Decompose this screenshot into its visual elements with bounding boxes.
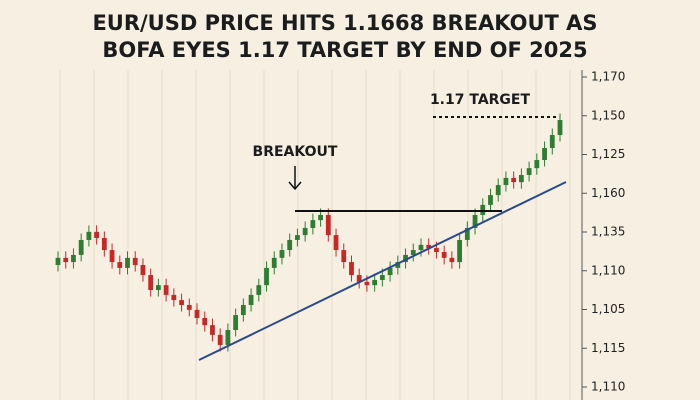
y-tick-label: 1,110 — [591, 263, 625, 277]
candle-body — [403, 254, 408, 263]
candle-body — [372, 279, 378, 286]
candle-body — [302, 227, 308, 236]
candle-body — [186, 304, 192, 310]
candle-body — [449, 257, 455, 263]
candle-body — [264, 267, 269, 286]
candle-body — [356, 275, 362, 282]
candle-body — [132, 257, 138, 265]
candle-body — [542, 148, 547, 161]
candle-body — [295, 235, 300, 240]
candle-body — [418, 244, 424, 251]
grid — [59, 70, 571, 400]
candle-body — [78, 239, 84, 255]
candle-body — [225, 330, 231, 345]
candle-body — [318, 214, 323, 221]
candle-body — [71, 254, 76, 263]
candle-body — [240, 304, 246, 316]
candle-body — [109, 250, 115, 263]
candle-body — [94, 231, 100, 239]
candle-body — [457, 239, 462, 263]
candle-body — [148, 275, 154, 291]
candle-body — [217, 334, 223, 345]
candle-body — [379, 275, 385, 280]
candle-body — [395, 262, 401, 268]
candle-body — [310, 220, 316, 228]
candle-body — [163, 285, 169, 295]
candle-body — [464, 227, 470, 240]
candle-body — [279, 250, 285, 258]
candle-body — [410, 250, 416, 255]
candle-body — [511, 177, 517, 183]
arrow-head — [288, 181, 302, 191]
candles — [55, 113, 563, 352]
candle-body — [256, 285, 262, 295]
y-tick-label: 1,110 — [591, 380, 625, 394]
y-tick-label: 1,115 — [591, 341, 625, 355]
candle-body — [526, 168, 532, 175]
candle-body — [194, 309, 200, 318]
candle-body — [55, 257, 61, 265]
candle-body — [387, 267, 393, 276]
annotation: 1.17 TARGET — [430, 92, 531, 108]
trend-line — [198, 181, 567, 361]
y-tick-label: 1,135 — [591, 225, 625, 239]
candle-body — [86, 231, 92, 240]
candle-body — [179, 300, 184, 305]
candle-body — [325, 214, 331, 236]
candle-body — [472, 214, 478, 228]
candle-body — [117, 262, 123, 268]
chart-title: EUR/USD PRICE HITS 1.1668 BREAKOUT AS — [92, 11, 597, 35]
y-tick-label: 1,150 — [591, 108, 625, 122]
y-tick-label: 1,160 — [591, 186, 625, 200]
candle-body — [441, 252, 447, 258]
candle-body — [549, 135, 555, 148]
candle-body — [202, 317, 208, 326]
chart-title: BOFA EYES 1.17 TARGET BY END OF 2025 — [102, 38, 587, 62]
y-tick-label: 1,125 — [591, 147, 625, 161]
y-tick-label: 1,170 — [591, 70, 625, 84]
candle-body — [210, 325, 215, 335]
y-tick-label: 1,105 — [591, 302, 625, 316]
candle-body — [156, 285, 161, 291]
candle-body — [518, 174, 524, 183]
candle-body — [125, 257, 130, 268]
candle-body — [364, 281, 370, 286]
candle-body — [171, 294, 177, 301]
candle-body — [534, 160, 540, 169]
candle-body — [495, 185, 501, 196]
candle-body — [140, 265, 146, 276]
candle-body — [434, 248, 439, 252]
candle-body — [480, 204, 486, 215]
candle-body — [63, 257, 69, 263]
candle-body — [488, 195, 493, 205]
candle-body — [503, 177, 509, 186]
candle-body — [271, 257, 277, 268]
candle-body — [233, 315, 239, 330]
candle-body — [557, 120, 563, 135]
candle-body — [333, 235, 339, 251]
candle-body — [426, 244, 432, 249]
annotation: BREAKOUT — [253, 144, 338, 160]
candle-body — [349, 262, 354, 276]
candle-body — [287, 239, 293, 251]
candle-body — [248, 294, 254, 305]
candle-body — [101, 238, 107, 251]
candle-body — [341, 250, 347, 263]
